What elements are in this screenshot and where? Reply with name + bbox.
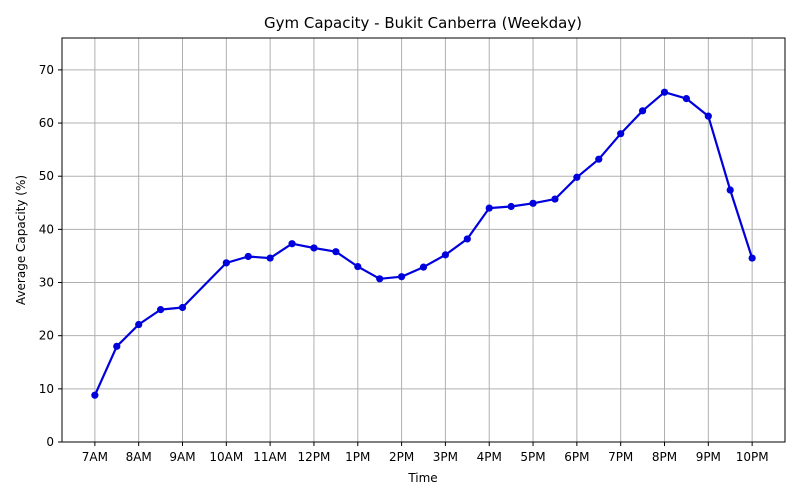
x-tick-label: 12PM [298,450,331,464]
data-point [354,262,362,271]
data-point [156,306,165,314]
data-point [397,273,406,281]
data-point [178,303,187,312]
data-point [266,254,274,262]
y-axis-label: Average Capacity (%) [14,175,28,305]
data-point [726,186,734,194]
data-point [288,240,296,248]
y-tick-label: 60 [39,116,54,130]
x-tick-label: 4PM [477,450,502,464]
y-tick-label: 50 [39,169,54,183]
data-point [682,95,691,103]
x-tick-label: 10AM [209,450,243,464]
data-point [222,259,230,267]
data-point [463,235,471,243]
series-layer [91,88,756,399]
y-tick-label: 40 [39,222,54,236]
data-point [244,252,252,261]
x-tick-label: 2PM [389,450,414,464]
x-tick-label: 6PM [564,450,589,464]
x-tick-label: 10PM [736,450,769,464]
y-tick-label: 70 [39,63,54,77]
data-point [748,254,756,262]
x-tick-label: 8PM [652,450,677,464]
x-tick-label: 3PM [433,450,458,464]
x-tick-label: 9PM [696,450,721,464]
series-line [93,91,754,396]
data-point [507,202,515,211]
x-axis-label: Time [407,471,437,485]
y-tick-label: 20 [39,329,54,343]
data-point [376,275,384,283]
x-tick-label: 7PM [608,450,633,464]
data-point [573,173,581,181]
y-axis: 0 10 20 30 40 50 60 70 [39,63,62,449]
y-tick-label: 0 [46,435,54,449]
plot-frame [61,37,786,443]
data-point [135,320,143,329]
data-point [638,107,647,115]
x-tick-label: 11AM [253,450,287,464]
data-point [441,251,450,259]
data-point [419,263,428,271]
x-tick-label: 8AM [126,450,152,464]
x-tick-label: 7AM [82,450,108,464]
data-point [660,88,669,96]
data-point [485,204,493,212]
x-tick-label: 1PM [345,450,370,464]
x-tick-label: 9AM [169,450,195,464]
data-point [617,130,625,138]
data-point [551,195,559,203]
data-point [113,342,121,350]
data-point [704,112,712,120]
data-point [595,155,603,163]
grid [62,38,785,443]
x-tick-label: 5PM [520,450,545,464]
data-point [310,244,318,252]
x-axis: 7AM 8AM 9AM 10AM 11AM 12PM 1PM 2PM 3PM 4PM 5PM 6PM 7… [82,442,769,464]
data-point [332,248,340,256]
y-tick-label: 10 [39,382,54,396]
y-tick-label: 30 [39,276,54,290]
data-point [91,391,99,399]
chart-title: Gym Capacity - Bukit Canberra (Weekday) [264,14,582,32]
data-point [529,199,537,207]
